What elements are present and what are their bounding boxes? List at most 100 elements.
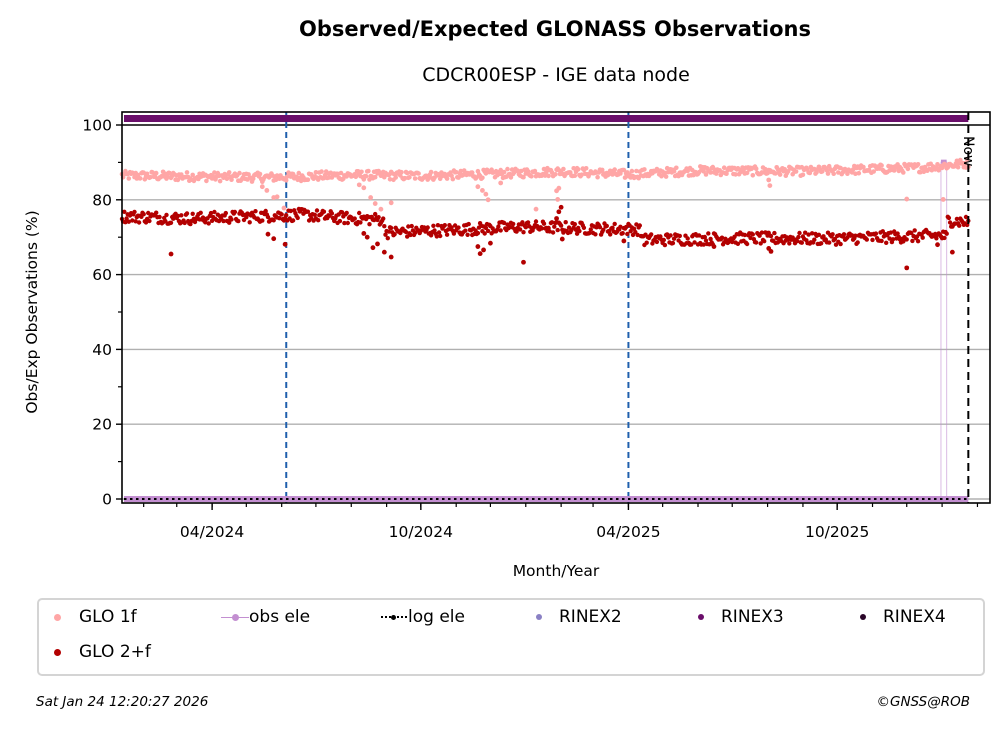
glo-2-f-point bbox=[271, 218, 276, 223]
glo-1f-outlier-point bbox=[556, 185, 562, 191]
glo-1f-point bbox=[217, 178, 223, 184]
glo-1f-point bbox=[708, 170, 713, 175]
glo-1f-point bbox=[237, 170, 242, 176]
glo-1f-point bbox=[542, 173, 548, 178]
glo-2-f-point bbox=[124, 216, 129, 221]
glo-2-f-point bbox=[164, 212, 169, 218]
glo-2-f-point bbox=[957, 223, 962, 228]
glo-1f-point bbox=[553, 172, 558, 177]
glo-1f-point bbox=[572, 173, 578, 178]
glo-2-f-point bbox=[821, 234, 826, 239]
glo-2-f-point bbox=[685, 236, 690, 241]
glo-2-f-point bbox=[827, 240, 832, 245]
glo-2-f-point bbox=[649, 232, 654, 237]
x-axis-label: Month/Year bbox=[513, 562, 600, 580]
glo-1f-point bbox=[250, 176, 256, 182]
legend-label-rinex2: RINEX2 bbox=[559, 607, 622, 627]
glo-2-f-point bbox=[132, 209, 137, 215]
legend: GLO 1f obs ele log ele RINEX2 RINEX3 RIN… bbox=[37, 598, 985, 676]
glo-1f-point bbox=[444, 176, 450, 181]
glo-1f-point bbox=[612, 167, 617, 172]
glo-2-f-point bbox=[425, 225, 430, 230]
glo-1f-point bbox=[521, 174, 526, 180]
legend-item-glo-1f: GLO 1f bbox=[51, 607, 137, 627]
glo-2-f-point bbox=[610, 225, 615, 230]
glo-2-f-point bbox=[787, 241, 792, 246]
glo-2-f-point bbox=[147, 218, 152, 224]
glo-2-f-outlier-point bbox=[370, 245, 376, 251]
legend-marker-obs-ele bbox=[221, 610, 249, 624]
glo-1f-point bbox=[812, 166, 817, 172]
glo-2-f-point bbox=[604, 223, 609, 229]
glo-2-f-point bbox=[855, 240, 860, 245]
glo-2-f-point bbox=[890, 237, 896, 242]
glo-2-f-point bbox=[558, 223, 564, 228]
glo-2-f-point bbox=[344, 210, 349, 216]
glo-1f-point bbox=[546, 173, 551, 179]
glo-2-f-point bbox=[689, 242, 694, 247]
glo-2-f-point bbox=[305, 209, 311, 214]
glo-1f-point bbox=[621, 167, 627, 173]
glo-2-f-point bbox=[661, 237, 666, 243]
y-tick-label: 80 bbox=[92, 191, 112, 209]
glo-2-f-point bbox=[436, 230, 442, 235]
glo-1f-point bbox=[634, 168, 639, 174]
y-axis-label: Obs/Exp Observations (%) bbox=[23, 210, 41, 413]
glo-1f-point bbox=[825, 171, 831, 176]
glo-2-f-point bbox=[184, 211, 190, 216]
glo-1f-outlier-point bbox=[259, 184, 265, 190]
glo-2-f-point bbox=[662, 242, 668, 248]
glo-2-f-point bbox=[475, 230, 481, 236]
glo-1f-point bbox=[296, 170, 302, 176]
glo-2-f-point bbox=[533, 219, 539, 224]
glo-2-f-point bbox=[884, 240, 889, 245]
glo-2-f-point bbox=[692, 240, 697, 245]
glo-2-f-outlier-point bbox=[361, 231, 367, 236]
glo-2-f-outlier-point bbox=[621, 238, 627, 244]
glo-2-f-point bbox=[635, 232, 640, 238]
glo-2-f-point bbox=[352, 216, 357, 221]
glo-1f-outlier-point bbox=[498, 180, 504, 186]
glo-2-f-outlier-point bbox=[381, 249, 387, 255]
legend-marker-log-ele bbox=[380, 610, 408, 624]
legend-label-rinex4: RINEX4 bbox=[883, 607, 946, 627]
glo-2-f-outlier-point bbox=[388, 254, 394, 260]
legend-label-log-ele: log ele bbox=[408, 607, 465, 627]
glo-1f-point bbox=[313, 170, 319, 175]
glo-2-f-point bbox=[581, 225, 587, 230]
chart-svg: 0 20 40 60 80 100 04/2024 10/2024 04/2025 10/2025… bbox=[23, 111, 991, 580]
glo-2-f-point bbox=[182, 220, 187, 226]
glo-2-f-point bbox=[812, 237, 817, 242]
glo-2-f-point bbox=[157, 214, 162, 220]
glo-2-f-point bbox=[853, 233, 858, 238]
glo-2-f-point bbox=[434, 234, 439, 239]
glo-2-f-point bbox=[290, 218, 296, 223]
glo-2-f-point bbox=[577, 228, 582, 234]
glo-2-f-outlier-point bbox=[521, 259, 526, 265]
glo-2-f-point bbox=[376, 215, 381, 220]
x-tick-label: 10/2024 bbox=[389, 523, 453, 541]
glo-2-f-point bbox=[879, 238, 884, 244]
legend-marker-glo-1f bbox=[51, 610, 73, 624]
glo-2-f-point bbox=[337, 218, 343, 224]
glo-2-f-outlier-point bbox=[477, 251, 483, 257]
glo-2-f-point bbox=[864, 237, 869, 242]
glo-1f-point bbox=[610, 172, 615, 177]
glo-2-f-point bbox=[701, 242, 706, 247]
glo-1f-point bbox=[962, 161, 968, 166]
glo-2-f-point bbox=[539, 226, 544, 231]
glo-1f-outlier-point bbox=[904, 196, 910, 202]
glo-1f-point bbox=[721, 165, 727, 170]
legend-marker-rinex2 bbox=[531, 610, 553, 624]
glo-2-f-point bbox=[171, 216, 176, 221]
glo-2-f-point bbox=[552, 224, 557, 229]
glo-1f-point bbox=[184, 170, 190, 175]
legend-item-obs-ele: obs ele bbox=[221, 607, 310, 627]
glo-2-f-point bbox=[608, 232, 613, 237]
glo-2-f-point bbox=[806, 232, 811, 237]
glo-2-f-point bbox=[198, 210, 203, 215]
glo-1f-point bbox=[724, 171, 729, 176]
glo-1f-point bbox=[404, 170, 410, 176]
glo-2-f-point bbox=[888, 230, 893, 235]
glo-2-f-point bbox=[947, 220, 953, 225]
